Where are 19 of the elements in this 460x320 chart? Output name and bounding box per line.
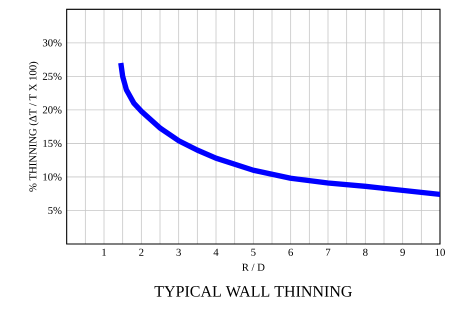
y-axis-title: % THINNING (ΔT / T X 100) — [28, 62, 39, 192]
y-tick-label: 5% — [48, 206, 62, 214]
x-tick-label: 3 — [176, 248, 181, 256]
x-tick-label: 9 — [400, 248, 405, 256]
y-tick-label: 15% — [43, 140, 62, 148]
y-tick-label: 30% — [42, 39, 62, 46]
x-tick-label: 8 — [363, 248, 368, 256]
x-axis-title: R / D — [242, 264, 264, 271]
x-tick-label: 2 — [139, 248, 144, 256]
x-tick-label: 10 — [436, 248, 445, 256]
x-tick-label: 5 — [251, 248, 256, 256]
x-tick-label: 4 — [214, 248, 218, 256]
text: TYPICAL WALL THINNING — [154, 286, 352, 297]
y-tick-label: 10% — [43, 173, 62, 181]
x-tick-label: 6 — [288, 248, 294, 256]
x-tick-label: 7 — [326, 248, 330, 256]
y-tick-label: 20% — [42, 106, 62, 114]
x-tick-label: 1 — [102, 248, 106, 256]
y-tick-label: 25% — [42, 72, 62, 80]
